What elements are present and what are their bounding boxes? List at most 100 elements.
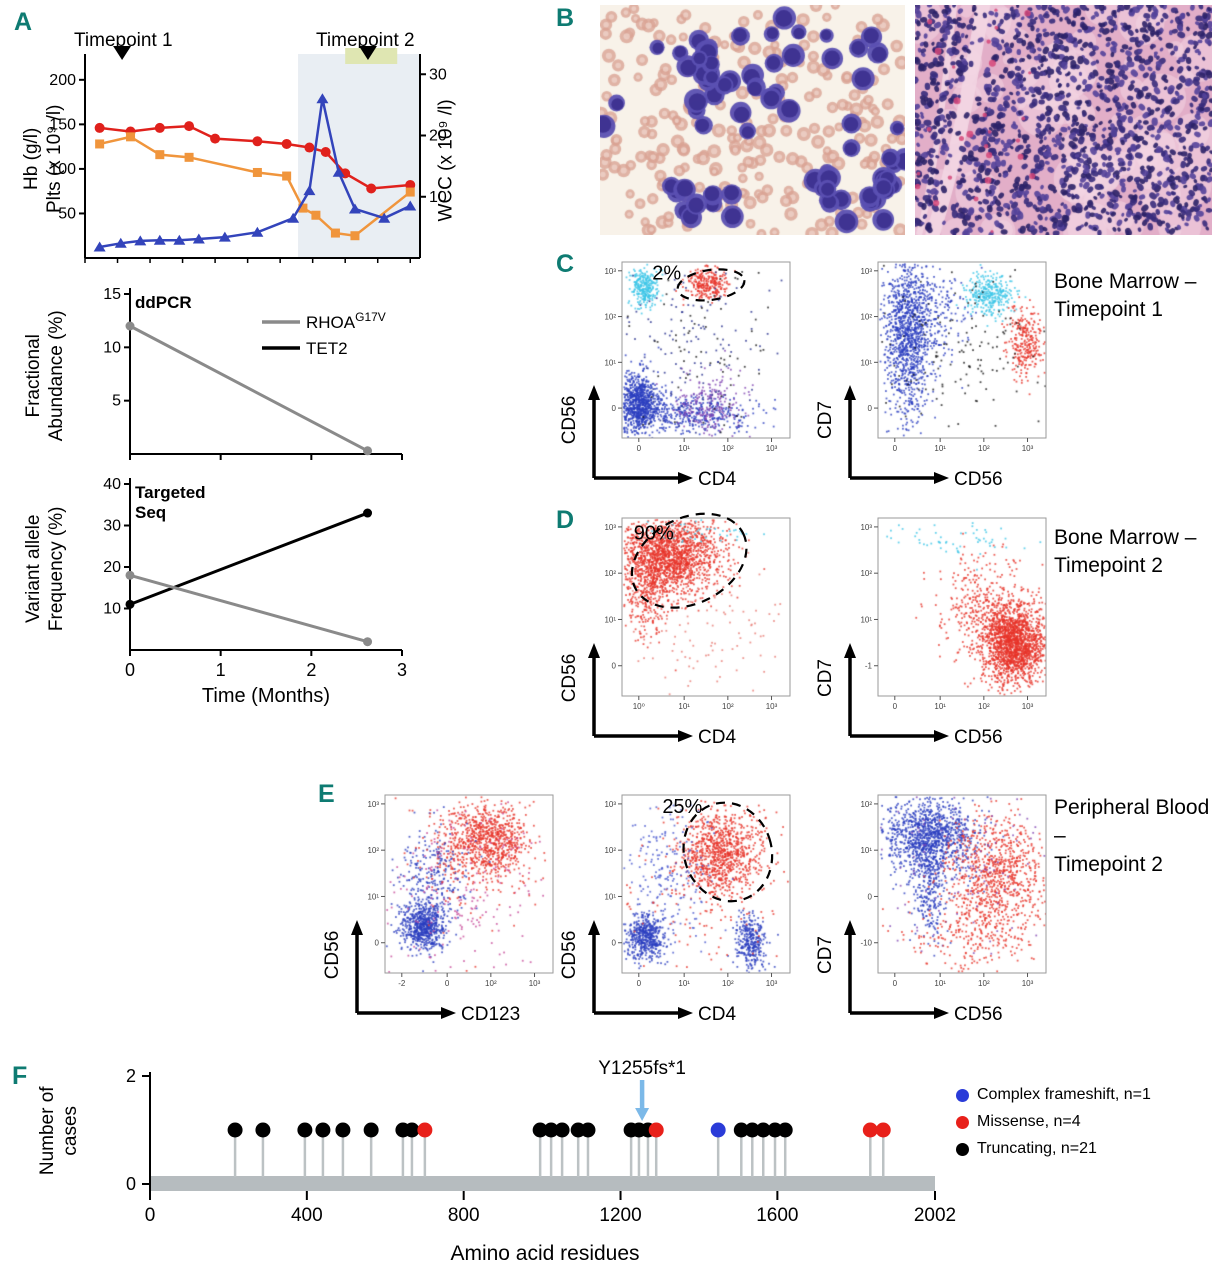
svg-text:CD56: CD56 bbox=[559, 396, 580, 445]
flow-plot-bm-tp2-cd7-vs-cd56: 10³ 10² 10¹ -1 0 10¹ 10² 10³ CD56 CD7 bbox=[803, 503, 1141, 796]
svg-text:CD56: CD56 bbox=[322, 931, 343, 980]
svg-text:10³: 10³ bbox=[860, 267, 872, 276]
svg-text:-1: -1 bbox=[865, 662, 873, 671]
svg-text:TET2: TET2 bbox=[306, 339, 348, 358]
svg-text:10²: 10² bbox=[860, 313, 872, 322]
svg-text:-10: -10 bbox=[860, 939, 872, 948]
flow-plot-pb-tp2-cd56-vs-cd123: 10³ 10² 10¹ 0 -2 0 10² 10³ CD123 CD56 bbox=[310, 780, 648, 1073]
row-label-bm-tp1: Bone Marrow – Timepoint 1 bbox=[1054, 270, 1197, 322]
svg-text:RHOAG17V: RHOAG17V bbox=[306, 310, 386, 332]
svg-text:10¹: 10¹ bbox=[678, 702, 690, 711]
svg-text:10²: 10² bbox=[722, 444, 734, 453]
svg-text:CD56: CD56 bbox=[559, 654, 580, 703]
svg-text:2: 2 bbox=[126, 1066, 136, 1086]
targeted-seq-chart: 40 30 20 10 0 1 2 3 Time (Months) Targeted Seq bbox=[10, 472, 490, 717]
svg-text:Amino acid residues: Amino acid residues bbox=[450, 1242, 639, 1265]
svg-text:10¹: 10¹ bbox=[934, 702, 946, 711]
svg-text:10²: 10² bbox=[860, 569, 872, 578]
svg-text:0: 0 bbox=[868, 404, 873, 413]
svg-text:10²: 10² bbox=[978, 702, 990, 711]
svg-text:10¹: 10¹ bbox=[604, 615, 616, 624]
svg-text:10³: 10³ bbox=[529, 979, 541, 988]
svg-text:CD7: CD7 bbox=[815, 936, 836, 974]
truncating-dot-icon bbox=[956, 1142, 969, 1156]
svg-text:10³: 10³ bbox=[1022, 444, 1034, 453]
svg-text:10: 10 bbox=[103, 339, 121, 356]
bm-tp2-cd7-vs-cd56-frame-svg: 10³ 10² 10¹ -1 0 10¹ 10² 10³ CD56 CD7 bbox=[815, 517, 1047, 748]
svg-text:10¹: 10¹ bbox=[934, 979, 946, 988]
svg-text:2%: 2% bbox=[652, 263, 681, 285]
svg-text:0: 0 bbox=[637, 979, 642, 988]
svg-text:10³: 10³ bbox=[1022, 702, 1034, 711]
pb-tp2-cd7-vs-cd56-dots bbox=[878, 795, 1046, 973]
legend-label: Missense, n=4 bbox=[977, 1113, 1081, 1130]
svg-text:3: 3 bbox=[397, 660, 407, 680]
panel-label-a: A bbox=[14, 8, 33, 36]
svg-text:Y1255fs*1: Y1255fs*1 bbox=[598, 1058, 686, 1079]
svg-text:90%: 90% bbox=[634, 522, 674, 544]
legend-item-missense: Missense, n=4 bbox=[956, 1113, 1151, 1131]
svg-text:CD56: CD56 bbox=[954, 469, 1003, 490]
svg-text:10²: 10² bbox=[860, 800, 872, 809]
clinical-course-svg: 200 150 100 50 30 20 10 bbox=[49, 46, 447, 263]
pb-tp2-cd56-vs-cd4-frame-svg: 10³ 10² 10¹ 0 0 10¹ 10² 10³ CD4 CD56 25% bbox=[559, 794, 791, 1025]
svg-text:CD4: CD4 bbox=[698, 1004, 736, 1025]
panel-label-d: D bbox=[556, 506, 575, 534]
svg-text:CD7: CD7 bbox=[815, 659, 836, 697]
pb-tp2-cd56-vs-cd123-frame-svg: 10³ 10² 10¹ 0 -2 0 10² 10³ CD123 CD56 bbox=[322, 794, 554, 1025]
svg-text:0: 0 bbox=[145, 1205, 156, 1226]
svg-text:0: 0 bbox=[125, 660, 135, 680]
svg-text:2: 2 bbox=[306, 660, 316, 680]
svg-text:800: 800 bbox=[448, 1205, 480, 1226]
svg-text:10¹: 10¹ bbox=[860, 846, 872, 855]
svg-text:0: 0 bbox=[637, 444, 642, 453]
svg-text:10²: 10² bbox=[722, 979, 734, 988]
svg-text:200: 200 bbox=[49, 72, 76, 89]
svg-text:10²: 10² bbox=[978, 979, 990, 988]
svg-text:10³: 10³ bbox=[604, 800, 616, 809]
svg-text:1200: 1200 bbox=[599, 1205, 641, 1226]
svg-text:1600: 1600 bbox=[756, 1205, 798, 1226]
panel-label-e: E bbox=[318, 780, 335, 808]
pb-tp2-cd56-vs-cd123-dots bbox=[385, 795, 553, 973]
svg-text:CD7: CD7 bbox=[815, 401, 836, 439]
svg-text:Seq: Seq bbox=[135, 503, 166, 522]
svg-text:100: 100 bbox=[49, 161, 76, 178]
bm-tp2-cd56-vs-cd4-frame-svg: 10³ 10² 10¹ 0 10⁰ 10¹ 10² 10³ CD4 CD56 90% bbox=[559, 512, 791, 748]
bm-tp1-cd7-vs-cd56-frame-svg: 10³ 10² 10¹ 0 0 10¹ 10² 10³ CD56 CD7 bbox=[815, 261, 1047, 490]
svg-text:10³: 10³ bbox=[604, 523, 616, 532]
legend-item-truncating: Truncating, n=21 bbox=[956, 1140, 1151, 1158]
bm-tp2-cd7-vs-cd56-dots bbox=[878, 518, 1046, 696]
svg-text:0: 0 bbox=[445, 979, 450, 988]
svg-text:ddPCR: ddPCR bbox=[135, 293, 192, 312]
complex-frameshift-dot-icon bbox=[956, 1088, 969, 1102]
svg-text:50: 50 bbox=[58, 205, 76, 222]
svg-text:0: 0 bbox=[612, 404, 617, 413]
svg-text:150: 150 bbox=[49, 116, 76, 133]
legend-item-complex-frameshift: Complex frameshift, n=1 bbox=[956, 1086, 1151, 1104]
svg-text:10¹: 10¹ bbox=[678, 979, 690, 988]
svg-text:0: 0 bbox=[612, 939, 617, 948]
lollipop-legend: Complex frameshift, n=1 Missense, n=4 Tr… bbox=[956, 1086, 1151, 1167]
svg-text:0: 0 bbox=[893, 979, 898, 988]
svg-text:CD56: CD56 bbox=[559, 931, 580, 980]
svg-text:CD4: CD4 bbox=[698, 727, 736, 748]
bm-tp1-cd56-vs-cd4-dots bbox=[622, 262, 790, 438]
svg-text:2002: 2002 bbox=[914, 1205, 956, 1226]
panel-label-c: C bbox=[556, 250, 575, 278]
svg-text:1: 1 bbox=[216, 660, 226, 680]
svg-text:40: 40 bbox=[103, 476, 121, 493]
row-label-pb-tp2: Peripheral Blood – Timepoint 2 bbox=[1054, 796, 1210, 876]
svg-text:0: 0 bbox=[893, 702, 898, 711]
histology-biopsy-image bbox=[915, 5, 1212, 235]
svg-text:CD4: CD4 bbox=[698, 469, 736, 490]
svg-text:10³: 10³ bbox=[604, 267, 616, 276]
svg-text:400: 400 bbox=[291, 1205, 323, 1226]
svg-text:0: 0 bbox=[375, 939, 380, 948]
svg-text:5: 5 bbox=[112, 393, 121, 410]
timepoint1-label: Timepoint 1 bbox=[74, 30, 173, 51]
svg-text:10²: 10² bbox=[367, 846, 379, 855]
pb-tp2-cd7-vs-cd56-frame-svg: 10² 10¹ 0 -10 0 10¹ 10² 10³ CD56 CD7 bbox=[815, 794, 1047, 1025]
histology-aspirate-image bbox=[600, 5, 905, 235]
